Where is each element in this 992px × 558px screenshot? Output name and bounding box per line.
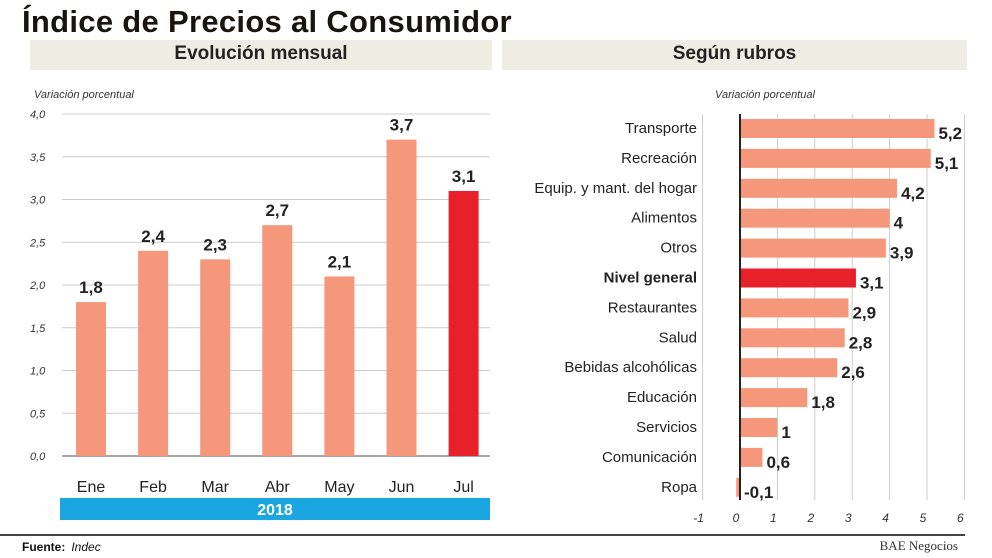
data-label: 2,7 bbox=[265, 201, 289, 220]
data-label: 2,4 bbox=[141, 227, 165, 246]
bar bbox=[740, 328, 845, 348]
data-label: 1 bbox=[781, 423, 790, 442]
bar-jun bbox=[386, 139, 417, 456]
y-tick-label: 4,0 bbox=[30, 109, 46, 121]
data-label: 2,9 bbox=[852, 303, 876, 322]
category-label: Bebidas alcohólicas bbox=[564, 359, 697, 376]
y-tick-label: 1,5 bbox=[30, 323, 46, 335]
x-tick-label: Jul bbox=[453, 479, 473, 496]
data-label: -0,1 bbox=[744, 483, 773, 502]
x-tick-label: Mar bbox=[201, 479, 229, 496]
category-label: Servicios bbox=[636, 419, 697, 436]
bar-ene bbox=[76, 302, 106, 456]
bar bbox=[740, 268, 856, 288]
bar bbox=[740, 447, 763, 467]
data-label: 3,7 bbox=[390, 116, 414, 135]
x-tick-label: Feb bbox=[139, 479, 167, 496]
category-label: Equip. y mant. del hogar bbox=[534, 180, 697, 197]
year-band bbox=[60, 498, 490, 520]
x-axis-label: Variación porcentual bbox=[715, 89, 815, 101]
bar bbox=[740, 388, 808, 408]
x-tick-label: -1 bbox=[693, 511, 704, 525]
y-tick-label: 0,5 bbox=[30, 408, 46, 420]
y-tick-label: 2,5 bbox=[29, 237, 46, 249]
x-tick-label: Ene bbox=[77, 479, 106, 496]
x-tick-label: Jun bbox=[389, 479, 415, 496]
category-label: Comunicación bbox=[602, 449, 697, 466]
category-label: Otros bbox=[660, 240, 697, 257]
data-label: 3,9 bbox=[890, 244, 914, 263]
x-tick-label: 4 bbox=[882, 511, 889, 525]
data-label: 1,8 bbox=[811, 393, 835, 412]
x-tick-label: 2 bbox=[806, 511, 814, 525]
data-label: 5,1 bbox=[935, 154, 959, 173]
y-tick-label: 3,5 bbox=[30, 152, 46, 164]
category-label: Restaurantes bbox=[608, 299, 697, 316]
data-label: 2,6 bbox=[841, 363, 865, 382]
x-tick-label: 5 bbox=[920, 511, 927, 525]
x-tick-label: May bbox=[324, 479, 354, 496]
bar bbox=[736, 477, 740, 497]
x-tick-label: Abr bbox=[265, 479, 291, 496]
category-label: Educación bbox=[627, 389, 697, 406]
data-label: 2,1 bbox=[328, 252, 352, 271]
category-label: Ropa bbox=[661, 479, 698, 496]
left-chart-title: Evolución mensual bbox=[30, 40, 492, 70]
bar bbox=[740, 238, 886, 258]
y-tick-label: 1,0 bbox=[30, 366, 46, 378]
bar-feb bbox=[138, 250, 169, 456]
data-label: 2,8 bbox=[849, 333, 873, 352]
data-label: 1,8 bbox=[79, 278, 103, 297]
y-tick-label: 3,0 bbox=[30, 195, 46, 207]
bar bbox=[740, 148, 931, 168]
right-chart-title: Según rubros bbox=[502, 40, 967, 70]
source-value: Indec bbox=[71, 540, 101, 554]
bar bbox=[740, 119, 935, 138]
y-axis-label: Variación porcentual bbox=[34, 89, 134, 101]
category-label: Nivel general bbox=[604, 270, 697, 287]
x-tick-label: 1 bbox=[770, 511, 777, 525]
data-label: 3,1 bbox=[452, 167, 476, 186]
brand: BAE Negocios bbox=[879, 538, 958, 553]
source-label: Fuente: bbox=[22, 540, 66, 554]
x-tick-label: 6 bbox=[957, 511, 964, 525]
source: Fuente: Indec bbox=[22, 540, 101, 554]
bar bbox=[740, 418, 778, 437]
data-label: 2,3 bbox=[203, 235, 227, 254]
y-tick-label: 2,0 bbox=[29, 280, 46, 292]
data-label: 4,2 bbox=[901, 184, 925, 203]
bar-abr bbox=[262, 225, 293, 456]
x-tick-label: 0 bbox=[733, 511, 740, 525]
bar-mar bbox=[200, 259, 231, 456]
bar bbox=[740, 298, 849, 318]
x-tick-label: 3 bbox=[845, 511, 852, 525]
page-title: Índice de Precios al Consumidor bbox=[22, 4, 512, 39]
divider bbox=[0, 534, 965, 536]
year-label: 2018 bbox=[257, 502, 293, 519]
data-label: 3,1 bbox=[860, 274, 884, 293]
data-label: 4 bbox=[894, 214, 904, 233]
category-label: Transporte bbox=[625, 120, 697, 137]
data-label: 0,6 bbox=[766, 453, 790, 472]
bar-may bbox=[324, 276, 355, 456]
data-label: 5,2 bbox=[938, 124, 962, 143]
bar bbox=[740, 178, 898, 198]
category-label: Alimentos bbox=[631, 210, 697, 227]
bar-jul bbox=[448, 190, 479, 456]
category-label: Salud bbox=[659, 329, 697, 346]
bar bbox=[740, 358, 838, 378]
y-tick-label: 0,0 bbox=[30, 451, 46, 463]
category-label: Recreación bbox=[621, 150, 697, 167]
bar bbox=[740, 208, 890, 228]
